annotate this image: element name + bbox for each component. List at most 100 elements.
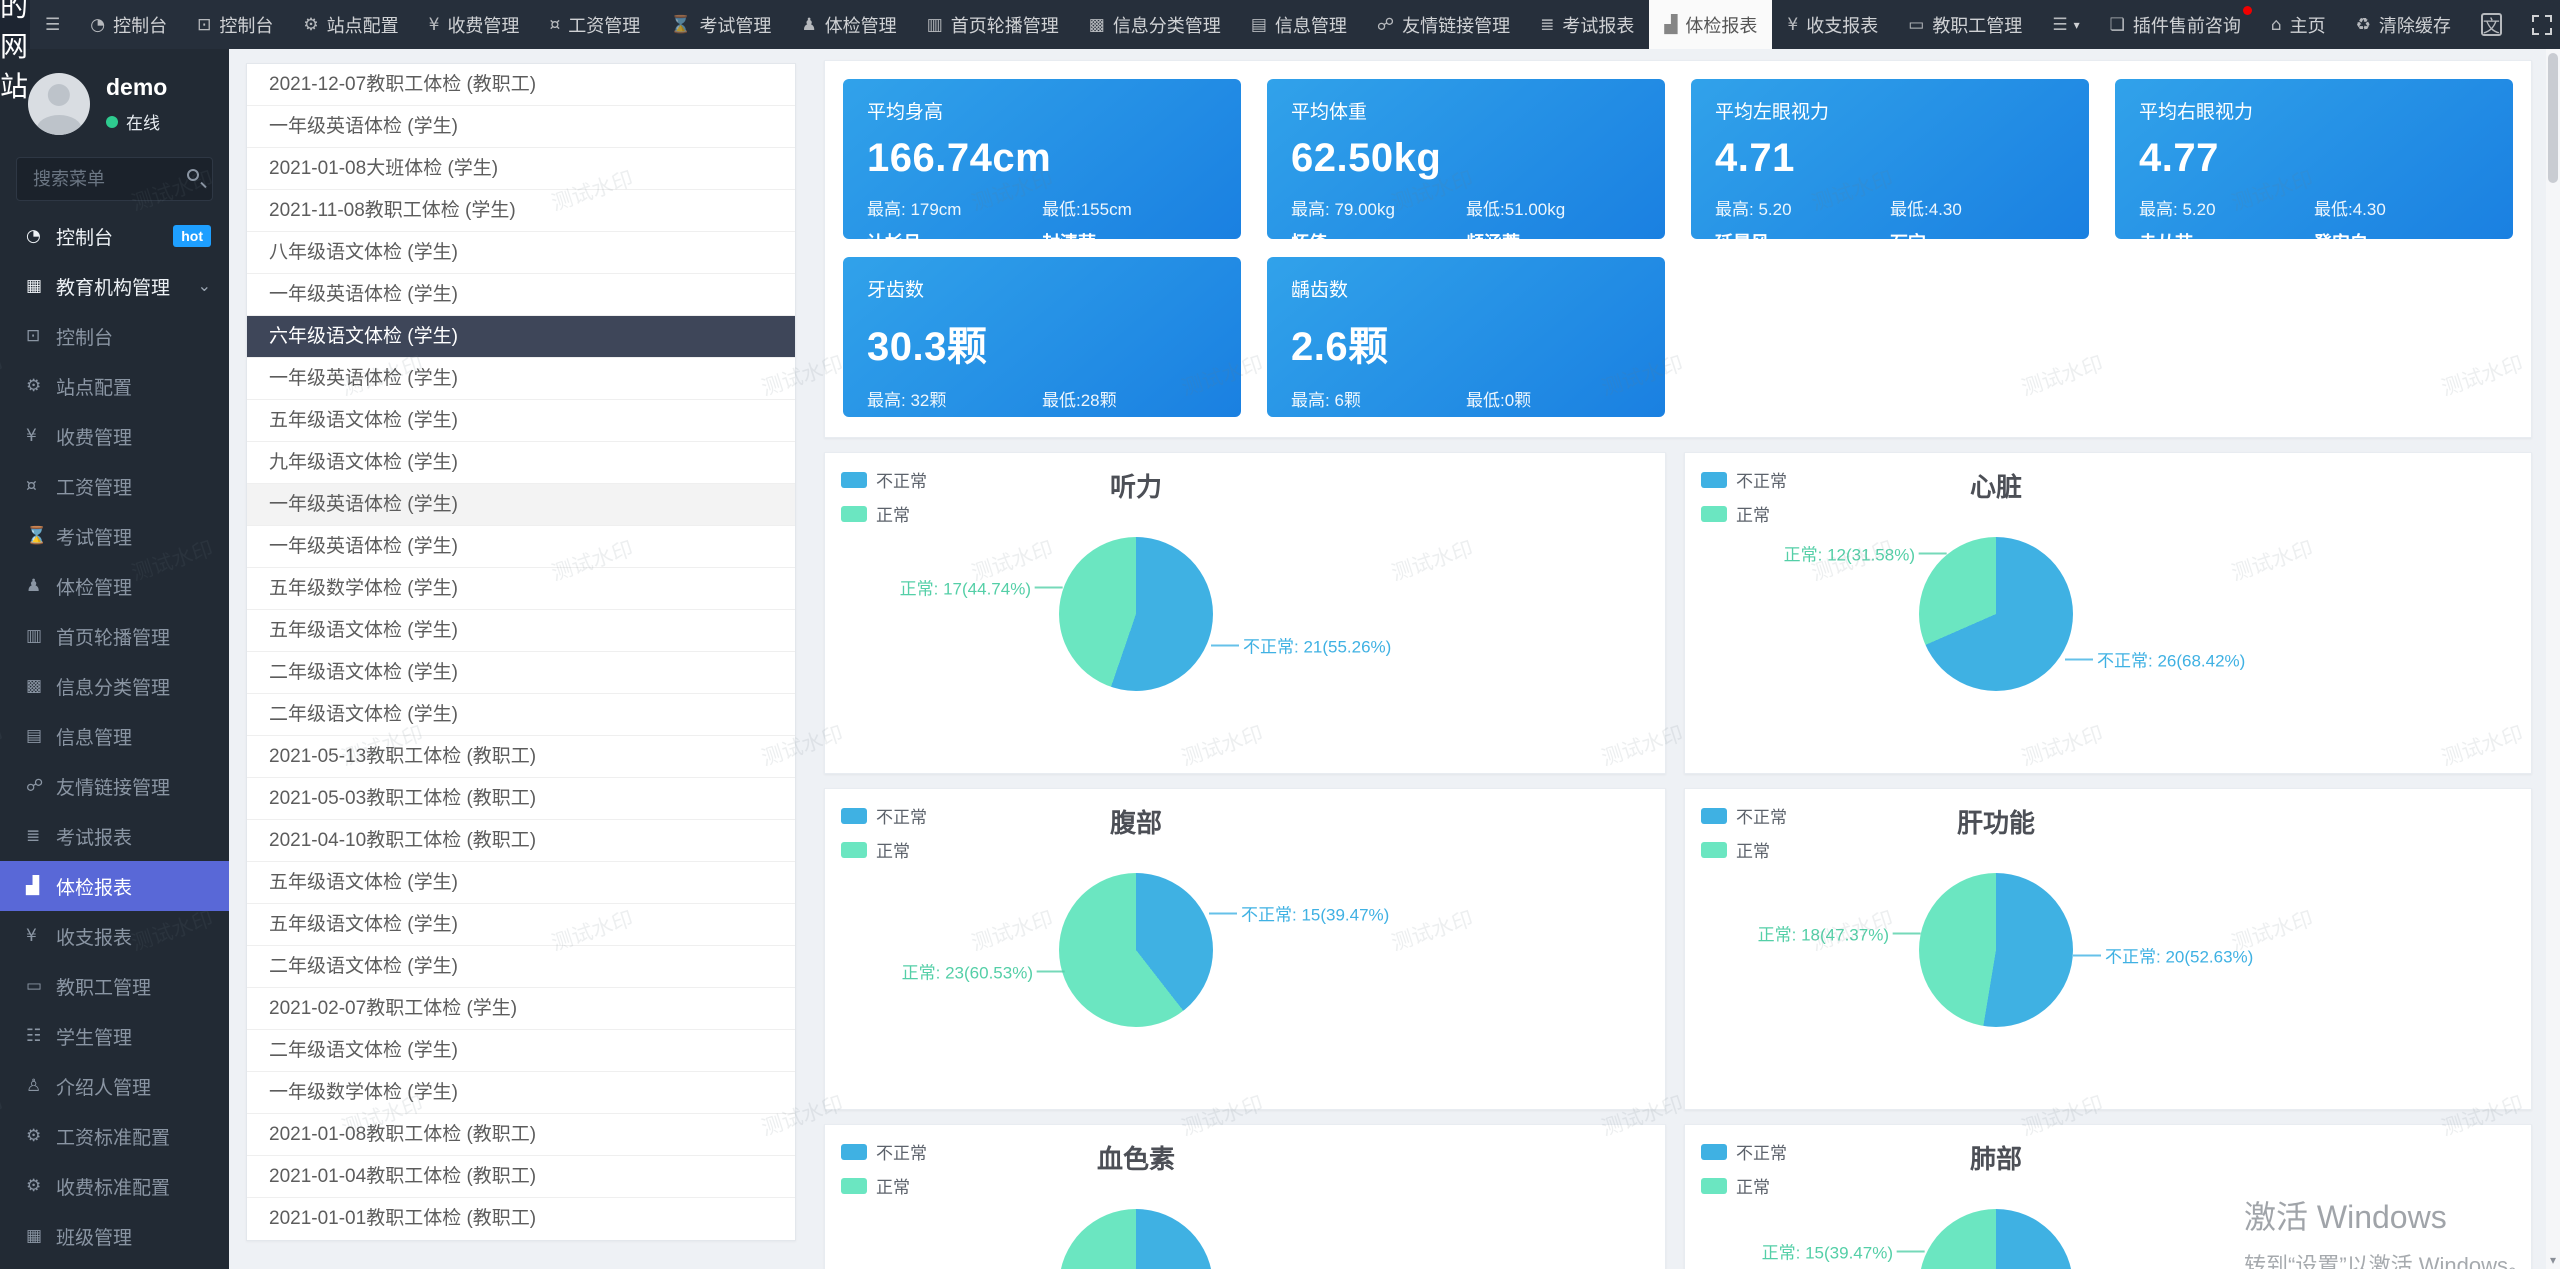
nav-item-category-grid[interactable]: ▩ 信息分类管理 [1074,0,1236,49]
legend-item[interactable]: 正常 [1701,501,1787,526]
legend-item[interactable]: 正常 [841,837,927,862]
sidebar-item-salary[interactable]: ¤ 工资管理 [0,461,229,511]
exam-list-item[interactable]: 二年级语文体检 (学生) [247,652,795,694]
sidebar-item-gears[interactable]: ⚙ 收费标准配置 [0,1161,229,1211]
stat-card-value: 30.3颗 [867,325,988,369]
exam-list-item[interactable]: 五年级数学体检 (学生) [247,568,795,610]
sidebar-item-gears[interactable]: ⚙ 工资标准配置 [0,1111,229,1161]
legend-item[interactable]: 不正常 [1701,1139,1787,1164]
exam-list-item[interactable]: 二年级语文体检 (学生) [247,694,795,736]
sidebar-item-link[interactable]: ☍ 友情链接管理 [0,761,229,811]
exam-list-item[interactable]: 2021-01-01教职工体检 (教职工) [269,1208,537,1229]
exam-list-item[interactable]: 一年级数学体检 (学生) [247,1072,795,1114]
scrollbar-down-arrow[interactable]: ▾ [2549,1253,2557,1267]
scrollbar-thumb[interactable] [2548,53,2558,183]
exam-list-item[interactable]: 五年级语文体检 (学生) [247,862,795,904]
nav-item-chart[interactable]: ▟ 体检报表 [1649,0,1773,49]
nav-item-dashboard[interactable]: ◔ 控制台 [75,0,182,49]
nav-item-document[interactable]: ▤ 信息管理 [1236,0,1362,49]
nav-item-desktop[interactable]: ⊡ 控制台 [182,0,288,49]
sidebar-item-chart[interactable]: ▟ 体检报表 [0,861,229,911]
search-icon[interactable] [187,169,199,181]
legend-item[interactable]: 不正常 [1701,803,1787,828]
exam-list-item[interactable]: 2021-01-04教职工体检 (教职工) [247,1156,795,1198]
sidebar-item-students[interactable]: ☷ 学生管理 [0,1011,229,1061]
legend-item[interactable]: 正常 [1701,837,1787,862]
nav-item-home[interactable]: ⌂ 主页 [2256,0,2341,49]
nav-item-translate[interactable]: 文 [2466,0,2517,49]
pie-chart[interactable] [1919,873,2073,1027]
exam-list-item[interactable]: 2021-12-07教职工体检 (教职工) [247,64,795,106]
nav-item-hamburger[interactable]: ☰ [30,0,75,49]
exam-list-item[interactable]: 五年级语文体检 (学生) [247,610,795,652]
scrollbar[interactable]: ▾ [2546,49,2560,1269]
pie-chart[interactable] [1059,1209,1213,1269]
nav-item-gear[interactable]: ⚙ 站点配置 [288,0,413,49]
sidebar-item-yen[interactable]: ¥ 收费管理 [0,411,229,461]
nav-item-id-card[interactable]: ▭ 教职工管理 [1893,0,2037,49]
pie-chart[interactable] [1919,1209,2073,1269]
exam-list-item[interactable]: 一年级英语体检 (学生) [247,274,795,316]
introducer-icon: ♙ [26,1076,42,1096]
exam-list-item[interactable]: 一年级英语体检 (学生) [247,358,795,400]
legend-item[interactable]: 正常 [841,501,927,526]
sidebar-item-gear[interactable]: ⚙ 站点配置 [0,361,229,411]
exam-list-item[interactable]: 2021-01-08大班体检 (学生) [247,148,795,190]
sidebar-item-yen[interactable]: ¥ 收支报表 [0,911,229,961]
sidebar-item-carousel[interactable]: ▥ 首页轮播管理 [0,611,229,661]
exam-list-item[interactable]: 二年级语文体检 (学生) [247,946,795,988]
sidebar-item-desktop[interactable]: ⊡ 控制台 [0,311,229,361]
brand-logo[interactable]: 我的网站 [0,0,31,102]
exam-list-item[interactable]: 2021-02-07教职工体检 (学生) [247,988,795,1030]
legend-item[interactable]: 正常 [1701,1173,1787,1198]
sidebar-item-org[interactable]: ▦ 教育机构管理 ⌄ [0,261,229,311]
nav-item-menu-caret[interactable]: ☰ ▾ [2037,0,2094,49]
stat-card-title: 平均体重 [1291,102,1368,123]
nav-item-report-list[interactable]: ≣ 考试报表 [1525,0,1649,49]
exam-list-item[interactable]: 2021-11-08教职工体检 (学生) [247,190,795,232]
legend-item[interactable]: 不正常 [841,803,927,828]
nav-item-yen[interactable]: ¥ 收支报表 [1772,0,1893,49]
nav-item-hourglass[interactable]: ⌛ 考试管理 [655,0,786,49]
search-input[interactable] [16,157,213,201]
exam-list-item[interactable]: 二年级语文体检 (学生) [247,1030,795,1072]
exam-list-item[interactable]: 一年级英语体检 (学生) [247,526,795,568]
exam-list-item[interactable]: 2021-04-10教职工体检 (教职工) [247,820,795,862]
legend-item[interactable]: 不正常 [841,1139,927,1164]
sidebar-item-document[interactable]: ▤ 信息管理 [0,711,229,761]
nav-item-yen[interactable]: ¥ 收费管理 [414,0,535,49]
nav-item-person[interactable]: ♟ 体检管理 [786,0,911,49]
sidebar-item-class-grid[interactable]: ▦ 班级管理 [0,1211,229,1261]
pie-chart[interactable] [1059,537,1213,691]
nav-item-link[interactable]: ☍ 友情链接管理 [1362,0,1525,49]
sidebar-item-id-card[interactable]: ▭ 教职工管理 [0,961,229,1011]
nav-item-carousel[interactable]: ▥ 首页轮播管理 [912,0,1074,49]
exam-list-item[interactable]: 八年级语文体检 (学生) [247,232,795,274]
exam-list-item[interactable]: 五年级语文体检 (学生) [247,400,795,442]
sidebar-item-dashboard[interactable]: ◔ 控制台 hot [0,211,229,261]
exam-list-item[interactable]: 六年级语文体检 (学生) [247,316,795,358]
pie-chart[interactable] [1919,537,2073,691]
exam-list-item[interactable]: 一年级英语体检 (学生) [247,106,795,148]
nav-item-salary[interactable]: ¤ 工资管理 [534,0,655,49]
sidebar-item-hourglass[interactable]: ⌛ 考试管理 [0,511,229,561]
legend-item[interactable]: 不正常 [1701,467,1787,492]
sidebar-item-person[interactable]: ♟ 体检管理 [0,561,229,611]
exam-list-item[interactable]: 2021-01-08教职工体检 (教职工) [247,1114,795,1156]
exam-list-item[interactable]: 五年级语文体检 (学生) [247,904,795,946]
nav-item-fullscreen[interactable] [2517,0,2560,49]
sidebar-item-report-list[interactable]: ≣ 考试报表 [0,811,229,861]
nav-item-trash[interactable]: ♻ 清除缓存 [2341,0,2466,49]
exam-list-item[interactable]: 2021-05-13教职工体检 (教职工) [247,736,795,778]
sidebar-item-introducer[interactable]: ♙ 介绍人管理 [0,1061,229,1111]
exam-list-item[interactable]: 2021-05-03教职工体检 (教职工) [247,778,795,820]
nav-item-plugin-chat[interactable]: ❏ 插件售前咨询 [2095,0,2256,49]
sidebar-item-category-grid[interactable]: ▩ 信息分类管理 [0,661,229,711]
pie-chart[interactable] [1059,873,1213,1027]
exam-list-item[interactable]: 一年级英语体检 (学生) [247,484,795,526]
legend-item[interactable]: 不正常 [841,467,927,492]
stat-card-value: 166.74cm [867,136,1052,180]
stats-panel: 平均身高 166.74cm 最高: 179cm 让杉月最低:155cm 封清莹 平均体重 6… [824,60,2532,438]
legend-item[interactable]: 正常 [841,1173,927,1198]
exam-list-item[interactable]: 九年级语文体检 (学生) [247,442,795,484]
